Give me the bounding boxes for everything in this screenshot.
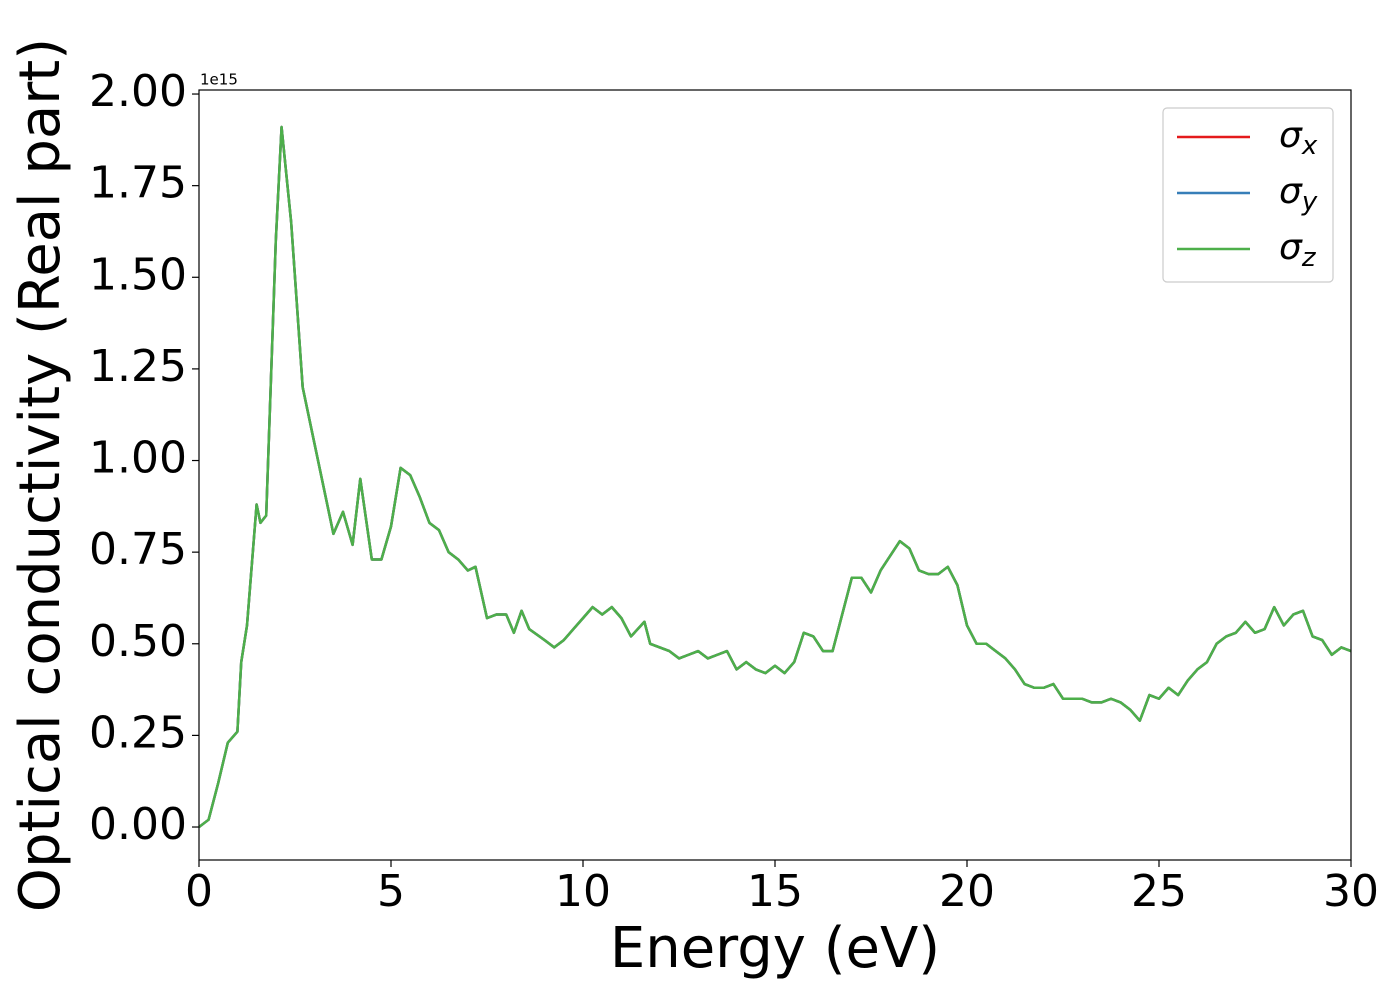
plot-frame xyxy=(198,89,1352,861)
offset-label: 1e15 xyxy=(200,71,238,89)
y-tick-label: 0.25 xyxy=(89,707,187,758)
legend-box xyxy=(1162,107,1334,283)
y-tick-label: 2.00 xyxy=(89,66,187,117)
y-tick-label: 1.50 xyxy=(89,249,187,300)
x-tick-label: 20 xyxy=(939,866,995,917)
y-tick-label: 0.50 xyxy=(89,616,187,667)
y-tick-label: 0.75 xyxy=(89,524,187,575)
y-axis-label: Optical conductivity (Real part) xyxy=(8,38,73,912)
x-tick-label: 0 xyxy=(185,866,213,917)
y-tick-label: 1.75 xyxy=(89,158,187,209)
x-axis-label: Energy (eV) xyxy=(610,916,940,981)
y-tick-label: 0.00 xyxy=(89,799,187,850)
x-tick-label: 10 xyxy=(555,866,611,917)
y-tick-label: 1.00 xyxy=(89,433,187,484)
y-tick-label: 1.25 xyxy=(89,341,187,392)
x-tick-label: 5 xyxy=(377,866,405,917)
x-tick-label: 30 xyxy=(1323,866,1379,917)
series-line xyxy=(199,125,1351,829)
x-tick-label: 25 xyxy=(1131,866,1187,917)
x-tick-label: 15 xyxy=(747,866,803,917)
